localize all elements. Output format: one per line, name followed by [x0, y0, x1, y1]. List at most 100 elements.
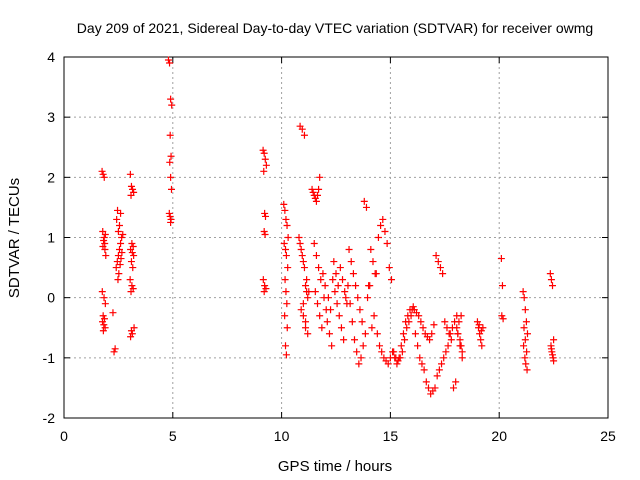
data-point: [260, 167, 268, 175]
data-point: [355, 360, 363, 368]
data-point: [114, 227, 122, 235]
data-point: [523, 330, 531, 338]
data-point: [297, 306, 305, 314]
data-point: [314, 300, 322, 308]
data-point: [299, 300, 307, 308]
y-tick-label: 1: [47, 230, 55, 246]
data-point: [302, 282, 310, 290]
data-point: [325, 330, 333, 338]
data-point: [167, 218, 175, 226]
data-point: [126, 170, 134, 178]
data-point: [128, 249, 136, 257]
x-axis-label: GPS time / hours: [278, 458, 392, 475]
data-point: [282, 288, 290, 296]
data-point: [414, 342, 422, 350]
data-point: [329, 276, 337, 284]
data-point: [520, 294, 528, 302]
y-tick-label: 2: [47, 169, 55, 185]
data-point: [353, 348, 361, 356]
data-point: [303, 276, 311, 284]
data-point: [441, 318, 449, 326]
data-point: [310, 240, 318, 248]
data-point: [523, 348, 531, 356]
data-point: [126, 276, 134, 284]
data-point: [282, 246, 290, 254]
data-point: [312, 197, 320, 205]
data-point: [328, 342, 336, 350]
data-point: [415, 312, 423, 320]
data-point: [101, 300, 109, 308]
data-point: [477, 327, 485, 335]
data-point: [405, 318, 413, 326]
data-point: [360, 197, 368, 205]
data-point: [361, 330, 369, 338]
data-point: [399, 330, 407, 338]
data-point: [358, 318, 366, 326]
data-point: [498, 282, 506, 290]
data-point: [436, 264, 444, 272]
data-point: [444, 342, 452, 350]
data-point: [418, 360, 426, 368]
data-point: [390, 348, 398, 356]
data-point: [350, 336, 358, 344]
data-point: [99, 170, 107, 178]
data-point: [352, 282, 360, 290]
data-point: [166, 158, 174, 166]
data-point: [440, 354, 448, 362]
data-point: [281, 206, 289, 214]
data-point: [384, 360, 392, 368]
data-point: [127, 258, 135, 266]
data-point: [397, 342, 405, 350]
data-point: [457, 342, 465, 350]
data-point: [127, 191, 135, 199]
data-point: [280, 240, 288, 248]
data-point: [261, 155, 269, 163]
data-point: [374, 234, 382, 241]
data-point: [377, 221, 385, 229]
data-point: [316, 173, 324, 181]
data-point: [299, 312, 307, 320]
data-point: [344, 282, 352, 290]
data-point: [284, 264, 292, 272]
data-point: [168, 101, 176, 109]
data-point: [424, 384, 432, 392]
x-tick-label: 20: [491, 428, 507, 444]
data-point: [128, 282, 136, 290]
data-point: [304, 294, 312, 302]
data-point: [324, 294, 332, 302]
data-point: [383, 240, 391, 248]
data-point: [478, 342, 486, 350]
data-point: [167, 95, 175, 103]
data-point: [520, 324, 528, 332]
data-point: [110, 348, 118, 356]
data-point: [260, 288, 268, 296]
data-point: [550, 336, 558, 344]
data-point: [368, 324, 376, 332]
data-point: [283, 221, 291, 229]
data-point: [499, 315, 507, 323]
data-point: [331, 288, 339, 296]
data-point: [308, 185, 316, 193]
data-point: [315, 264, 323, 272]
data-point: [332, 270, 340, 278]
data-point: [446, 330, 454, 338]
data-point: [549, 351, 557, 359]
data-point: [317, 276, 325, 284]
data-point: [129, 185, 137, 193]
data-point: [99, 312, 107, 320]
data-point: [387, 276, 395, 284]
data-point: [379, 215, 387, 223]
data-point: [302, 324, 310, 332]
data-point: [428, 330, 436, 338]
data-point: [458, 354, 466, 362]
data-point: [367, 246, 375, 254]
data-point: [282, 215, 290, 223]
data-point: [349, 270, 357, 278]
data-point: [283, 300, 291, 308]
data-point: [282, 351, 290, 359]
data-point: [128, 240, 136, 248]
chart-title: Day 209 of 2021, Sidereal Day-to-day VTE…: [77, 20, 593, 36]
data-point: [450, 384, 458, 392]
data-point: [407, 312, 415, 320]
data-point: [327, 306, 335, 314]
